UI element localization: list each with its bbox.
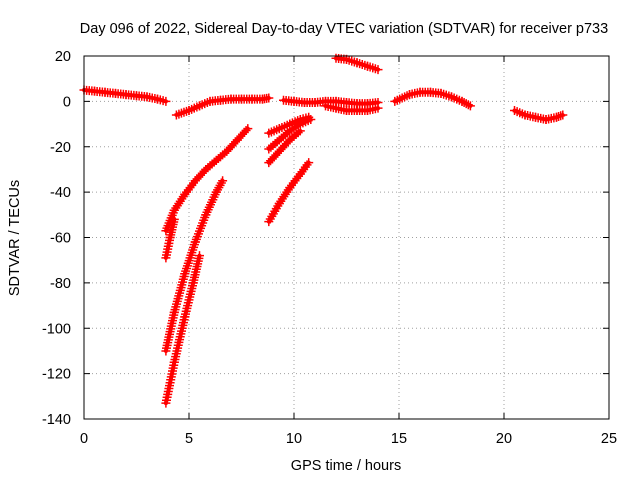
series-arc-5 bbox=[331, 53, 383, 75]
data-point bbox=[169, 214, 179, 224]
x-tick-label: 10 bbox=[286, 431, 302, 447]
data-point bbox=[243, 124, 253, 134]
data-point bbox=[295, 126, 305, 136]
x-tick-label: 0 bbox=[80, 431, 88, 447]
data-point bbox=[556, 111, 566, 121]
series-arc-2 bbox=[171, 93, 274, 120]
series-arc-7 bbox=[510, 105, 568, 125]
data-point bbox=[306, 115, 316, 125]
y-tick-label: 0 bbox=[63, 94, 71, 110]
x-tick-label: 5 bbox=[185, 431, 193, 447]
series-arc-1 bbox=[79, 85, 171, 106]
x-tick-label: 25 bbox=[601, 431, 617, 447]
data-point bbox=[554, 112, 564, 121]
series-arc-8 bbox=[161, 124, 253, 236]
series-arc-9 bbox=[161, 176, 228, 356]
y-axis-label: SDTVAR / TECUs bbox=[7, 180, 23, 296]
grid bbox=[84, 56, 609, 419]
x-tick-label: 15 bbox=[391, 431, 407, 447]
series-arc-14 bbox=[264, 126, 305, 168]
y-tick-label: -140 bbox=[42, 412, 71, 428]
data-point bbox=[241, 125, 251, 135]
data-point bbox=[304, 158, 314, 168]
data-point bbox=[552, 112, 561, 122]
data-point bbox=[195, 251, 204, 261]
chart-title: Day 096 of 2022, Sidereal Day-to-day VTE… bbox=[80, 21, 608, 37]
series-arc-4 bbox=[321, 101, 383, 115]
y-tick-label: -80 bbox=[50, 276, 71, 292]
data-point bbox=[264, 93, 274, 103]
y-tick-label: 20 bbox=[55, 49, 71, 65]
y-tick-label: -120 bbox=[42, 367, 71, 383]
x-tick-label: 20 bbox=[496, 431, 512, 447]
series-arc-15 bbox=[264, 158, 314, 227]
series-arc-10 bbox=[161, 214, 179, 263]
y-tick-label: -20 bbox=[50, 140, 71, 156]
data-point bbox=[373, 103, 383, 113]
data-point bbox=[161, 96, 171, 106]
series-arc-11 bbox=[161, 251, 204, 408]
y-tick-label: -60 bbox=[50, 231, 71, 247]
y-tick-label: -100 bbox=[42, 321, 71, 337]
data-point bbox=[558, 110, 568, 120]
data-layer bbox=[79, 53, 568, 408]
y-tick-label: -40 bbox=[50, 185, 71, 201]
series-arc-6 bbox=[390, 87, 475, 111]
data-point bbox=[293, 128, 303, 138]
data-point bbox=[218, 176, 228, 186]
x-axis-label: GPS time / hours bbox=[291, 458, 401, 474]
data-point bbox=[373, 65, 383, 75]
series-arc-3 bbox=[279, 95, 383, 109]
data-point bbox=[465, 101, 475, 111]
ticks: 0 5 10 15 20 25 20 0 -20 -40 -60 -80 -100 -120 -140 bbox=[42, 49, 617, 447]
data-point bbox=[463, 100, 473, 110]
